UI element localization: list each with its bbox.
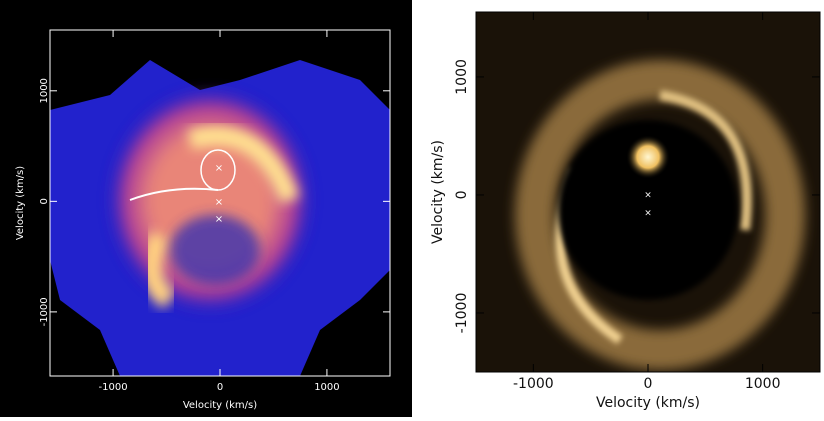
x-tick-label: 0 (644, 376, 653, 392)
right-map: × × (476, 12, 820, 372)
x-tick-label: 1000 (314, 382, 339, 393)
left-panel: × × × -1000 0 1000 -1000 0 1000 Velocity (km/s… (0, 0, 412, 417)
y-tick-label: 1000 (454, 59, 470, 95)
y-tick-label: -1000 (454, 293, 470, 334)
y-axis-label: Velocity (km/s) (15, 166, 26, 240)
x-axis-label: Velocity (km/s) (596, 395, 700, 411)
marker: × (644, 191, 652, 201)
dark-centre (170, 215, 260, 285)
y-axis-label: Velocity (km/s) (430, 140, 446, 244)
y-tick-label: 0 (454, 190, 470, 199)
y-tick-label: -1000 (39, 297, 50, 326)
x-tick-label: -1000 (513, 376, 554, 392)
bright-spot (626, 135, 670, 179)
x-tick-label: 1000 (745, 376, 781, 392)
x-axis-label: Velocity (km/s) (183, 400, 257, 411)
y-tick-label: 0 (39, 198, 50, 204)
marker: × (644, 209, 652, 219)
marker: × (215, 163, 223, 174)
right-panel: × × -1000 0 1000 -1000 0 1000 Velocity (km/s) V… (430, 12, 820, 411)
y-tick-label: 1000 (39, 78, 50, 103)
figure: × × × -1000 0 1000 -1000 0 1000 Velocity (km/s… (0, 0, 824, 417)
marker: × (215, 197, 223, 208)
x-tick-label: -1000 (99, 382, 128, 393)
x-tick-label: 0 (217, 382, 223, 393)
marker: × (215, 214, 223, 225)
